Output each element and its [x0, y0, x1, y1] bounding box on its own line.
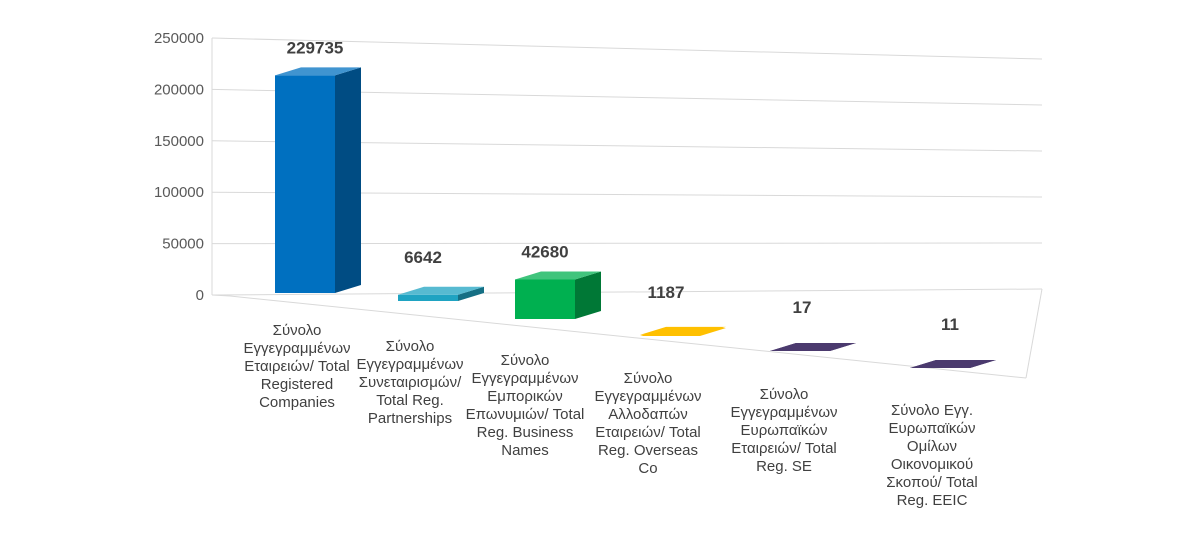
- floor-right-edge: [1025, 288, 1043, 379]
- y-tick-label: 250000: [154, 30, 204, 47]
- bar-top: [275, 67, 361, 76]
- data-label: 42680: [521, 243, 568, 262]
- bar: [275, 67, 361, 294]
- bar-top: [515, 271, 601, 280]
- bar-top: [398, 286, 484, 295]
- category-label: Σύνολο Εγγεγραμμένων Αλλοδαπών Εταιρειών…: [594, 370, 702, 477]
- bar-side: [458, 286, 484, 301]
- bar-side: [335, 67, 361, 294]
- chart-walls: [211, 38, 1043, 379]
- bar: [640, 326, 726, 336]
- category-label: Σύνολο Εγγεγραμμένων Εμπορικών Επωνυμιών…: [465, 352, 585, 459]
- floor-front-edge: [229, 295, 1027, 379]
- y-tick-label: 0: [196, 287, 204, 304]
- data-labels: 229735 6642 42680 1187 17 11: [287, 38, 959, 334]
- data-label: 6642: [404, 248, 442, 267]
- bar: [770, 342, 856, 351]
- bar-floor-tile: [640, 328, 726, 336]
- gridline: [211, 37, 1043, 60]
- data-label: 1187: [648, 283, 685, 302]
- category-label: Σύνολο Εγγεγραμμένων Εταιρειών/ Total Re…: [243, 322, 351, 411]
- category-label: Σύνολο Εγγ. Ευρωπαϊκών Ομίλων Οικονομικο…: [886, 402, 978, 509]
- data-label: 17: [793, 298, 812, 317]
- bar: [398, 286, 484, 301]
- bar: [515, 271, 601, 319]
- y-tick-label: 200000: [154, 81, 204, 98]
- y-axis-tick-labels: 0 50000 100000 150000 200000 250000: [154, 30, 204, 304]
- bar-front: [275, 75, 335, 294]
- bar-floor-tile: [770, 343, 856, 351]
- bar-floor-tile: [910, 360, 996, 368]
- bar: [910, 359, 996, 368]
- category-label: Σύνολο Εγγεγραμμένων Συνεταιρισμών/ Tota…: [356, 338, 464, 427]
- y-tick-label: 100000: [154, 184, 204, 201]
- bar-front: [398, 294, 458, 301]
- bar-front: [515, 279, 575, 319]
- gridline: [211, 288, 1043, 296]
- data-label: 11: [941, 315, 959, 334]
- bar-side: [575, 271, 601, 319]
- category-label: Σύνολο Εγγεγραμμένων Ευρωπαϊκών Εταιρειώ…: [730, 386, 838, 475]
- data-label: 229735: [287, 38, 344, 57]
- y-tick-label: 150000: [154, 133, 204, 150]
- y-tick-label: 50000: [162, 236, 204, 253]
- bars: [275, 67, 996, 368]
